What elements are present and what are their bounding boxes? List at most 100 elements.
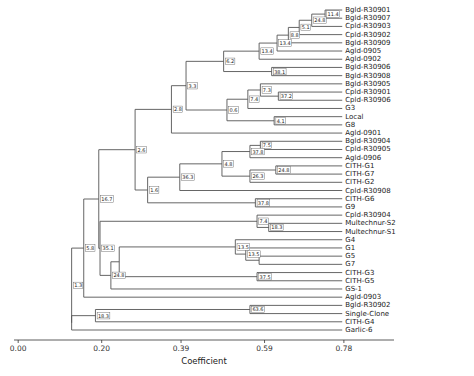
- merge-label-box: [259, 273, 272, 280]
- merge-label: 13.5: [238, 244, 249, 250]
- merge-label: 11.4: [328, 11, 339, 17]
- merge-label: 7.4: [250, 96, 258, 102]
- dendrogram-link: [259, 43, 342, 59]
- merge-label-box: [237, 244, 250, 251]
- merge-label: 7.5: [263, 142, 271, 148]
- dendrogram-link: [186, 61, 227, 110]
- leaf-label: CITH-G4: [345, 318, 375, 326]
- merge-label-box: [113, 272, 126, 279]
- merge-label-box: [301, 24, 311, 31]
- leaf-label: Agld-0905: [345, 47, 381, 55]
- leaf-label: Single-Clone: [345, 310, 389, 318]
- tick-label: 0.78: [336, 344, 353, 353]
- merge-label-box: [181, 174, 194, 181]
- dendrogram-link: [100, 221, 257, 275]
- tick-mark: [18, 340, 19, 343]
- merge-label-box: [279, 40, 292, 47]
- dendrogram-link: [272, 67, 343, 75]
- merge-label-box: [188, 82, 198, 89]
- merge-label-box: [313, 17, 326, 24]
- merge-label-box: [102, 245, 115, 252]
- merge-label-box: [73, 282, 83, 289]
- merge-label: 37.8: [258, 200, 269, 206]
- dendrogram-link: [135, 109, 171, 190]
- leaf-label: G5: [345, 252, 355, 260]
- tick-mark: [181, 340, 182, 343]
- merge-label-box: [290, 32, 300, 39]
- merge-label-box: [273, 68, 286, 75]
- merge-label: 13.4: [262, 48, 273, 54]
- leaf-label: CITH-G1: [345, 162, 374, 170]
- dendrogram-link: [84, 199, 342, 297]
- leaf-label: Bgld-R30909: [345, 39, 390, 47]
- merge-label-box: [250, 96, 260, 103]
- chart: 11.424.85.18.813.413.438.16.237.27.37.44…: [0, 0, 474, 376]
- merge-label: 6.2: [226, 58, 234, 64]
- merge-label: 1.3: [74, 282, 82, 288]
- leaf-label: CITH-G7: [345, 170, 374, 178]
- leaf-label: Bgld-R30907: [345, 14, 390, 22]
- dendrogram-link: [148, 177, 256, 203]
- merge-label-box: [280, 93, 293, 100]
- leaf-label: Bgld-R30906: [345, 63, 391, 71]
- merge-label: 37.2: [281, 93, 292, 99]
- dendrogram-link: [222, 152, 250, 177]
- leaf-label: Local: [345, 113, 363, 121]
- merge-labels: 11.424.85.18.813.413.438.16.237.27.37.44…: [73, 11, 339, 319]
- dendrogram-link: [269, 223, 342, 231]
- dendrogram-link: [250, 170, 342, 182]
- leaf-label: Agld-0902: [345, 55, 381, 63]
- merge-label: 13.5: [248, 251, 259, 257]
- merge-label-box: [225, 58, 235, 65]
- dendrogram-link: [259, 256, 342, 264]
- merge-label: 24.8: [314, 17, 325, 23]
- merge-label: 36.3: [182, 174, 193, 180]
- dendrogram-link: [260, 84, 342, 96]
- leaf-label: G1: [345, 244, 355, 252]
- merge-label-box: [252, 173, 265, 180]
- merge-label: 18.3: [98, 313, 109, 319]
- leaf-labels: Bgld-R30901Bgld-R30907Cpld-R30903Cpld-R3…: [345, 6, 395, 334]
- leaf-label: Bgld-R30905: [345, 80, 390, 88]
- leaf-label: Cpld-R30904: [345, 211, 391, 219]
- merge-label: 18.3: [271, 224, 282, 230]
- dendrogram-link: [257, 215, 342, 227]
- merge-label: 37.5: [260, 274, 271, 280]
- dendrogram-link: [274, 117, 342, 125]
- merge-label: 5.8: [86, 245, 94, 251]
- merge-label-box: [173, 106, 183, 113]
- leaf-label: Bgld-R30904: [345, 137, 391, 145]
- merge-label-box: [247, 251, 260, 258]
- merge-label: 13.4: [280, 40, 291, 46]
- axis-line: [14, 340, 394, 341]
- leaf-label: CITH-G2: [345, 178, 374, 186]
- merge-label: 1.6: [150, 187, 158, 193]
- merge-label: 24.8: [113, 272, 124, 278]
- leaf-label: Agld-0906: [345, 154, 382, 162]
- leaf-label: CITH-G5: [345, 277, 374, 285]
- dendrogram-link: [72, 316, 343, 330]
- dendrogram-link: [171, 86, 342, 133]
- merge-label: 63.6: [252, 306, 263, 312]
- dendrogram-link: [250, 305, 342, 313]
- leaf-label: Multechnur-S2: [345, 219, 395, 227]
- leaf-label: GS-1: [345, 285, 362, 293]
- tick-label: 0.39: [173, 344, 190, 353]
- leaf-label: Agld-0903: [345, 293, 381, 301]
- merge-label: 26.3: [252, 173, 263, 179]
- merge-label: 24.8: [278, 167, 289, 173]
- merge-label-box: [85, 245, 95, 252]
- merge-label-box: [229, 107, 239, 114]
- dendrogram-link: [260, 141, 342, 149]
- merge-label-box: [327, 11, 340, 18]
- leaf-label: G9: [345, 203, 355, 211]
- merge-label-box: [252, 306, 265, 313]
- dendrogram-link: [276, 166, 342, 174]
- merge-label: 16.7: [101, 196, 112, 202]
- leaf-label: Cpld-R30902: [345, 31, 390, 39]
- dendrogram-link: [278, 92, 342, 100]
- merge-label: 37.8: [252, 149, 263, 155]
- x-axis: 0.000.200.390.590.78Coefficient: [10, 340, 394, 366]
- merge-label-box: [259, 218, 269, 225]
- merge-label-box: [149, 187, 159, 194]
